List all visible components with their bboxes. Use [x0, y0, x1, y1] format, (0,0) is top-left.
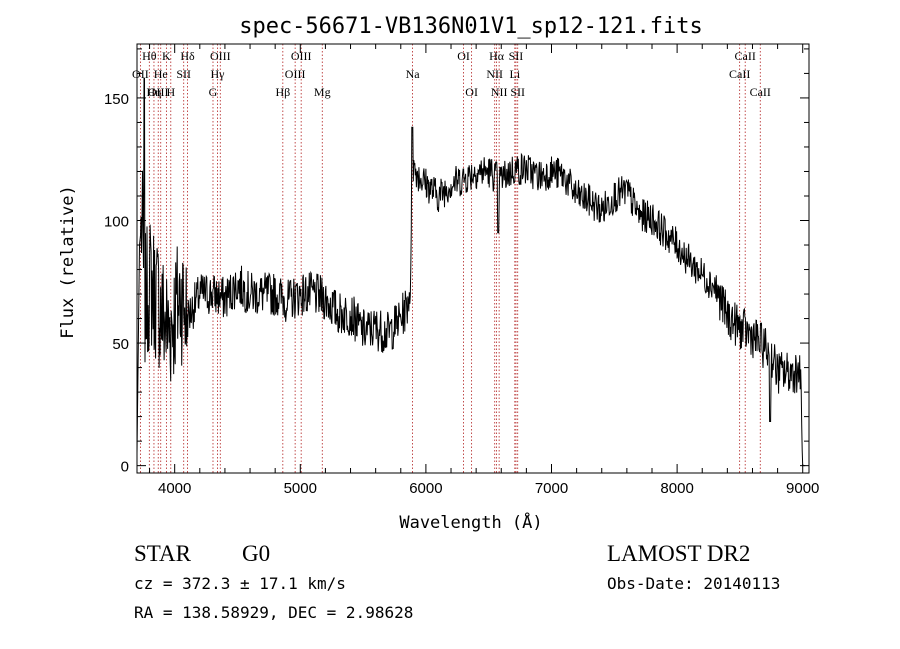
observation-date: Obs-Date: 20140113 [607, 574, 781, 593]
spectral-line-label: SII [510, 85, 525, 99]
y-tick-label: 0 [121, 459, 129, 476]
spectral-line-markers [139, 44, 761, 473]
chart-title: spec-56671-VB136N01V1_sp12-121.fits [239, 14, 703, 39]
spectral-line-label: NII [491, 85, 508, 99]
axis-ticks: 4000 5000 6000 7000 8000 9000 0 50 100 150 [104, 44, 819, 497]
spectral-line-label: Hθ [142, 49, 157, 63]
spectral-line-label: OIII [291, 49, 312, 63]
survey-name: LAMOST DR2 [607, 541, 751, 566]
spectral-line-label: OIII [148, 85, 169, 99]
object-subclass: G0 [242, 541, 271, 566]
spectral-line-label: He [154, 67, 168, 81]
spectral-line-label: SII [176, 67, 191, 81]
spectral-line-label: H [166, 85, 175, 99]
redshift-velocity: cz = 372.3 ± 17.1 km/s [134, 574, 346, 593]
spectral-line-label: Hγ [211, 67, 226, 81]
spectral-line-label: OI [465, 85, 478, 99]
x-tick-label: 4000 [158, 480, 191, 497]
x-tick-label: 7000 [535, 480, 568, 497]
spectral-line-label: Na [406, 67, 421, 81]
y-axis-label: Flux (relative) [58, 185, 78, 339]
spectral-line-label: Hα [489, 49, 505, 63]
spectral-line-label: Hδ [180, 49, 195, 63]
spectral-line-label: CaII [729, 67, 750, 81]
spectral-line-label: Li [509, 67, 520, 81]
coordinates: RA = 138.58929, DEC = 2.98628 [134, 603, 414, 622]
spectral-line-label: K [162, 49, 171, 63]
spectral-line-label: CaII [750, 85, 771, 99]
x-tick-label: 8000 [660, 480, 693, 497]
x-axis-label: Wavelength (Å) [399, 511, 542, 533]
y-tick-label: 100 [104, 214, 129, 231]
spectral-line-label: G [209, 85, 218, 99]
y-tick-label: 50 [112, 336, 129, 353]
spectral-line-label: OII [132, 67, 149, 81]
x-tick-label: 5000 [284, 480, 317, 497]
x-tick-label: 6000 [409, 480, 442, 497]
spectral-line-label: OIII [285, 67, 306, 81]
spectral-line-label: CaII [735, 49, 756, 63]
spectral-line-label: Hη [146, 85, 161, 99]
y-tick-label: 150 [104, 91, 129, 108]
spectral-line-label: Hβ [275, 85, 290, 99]
spectral-line-label: OI [457, 49, 470, 63]
plot-frame [136, 43, 810, 474]
spectral-line-label: Mg [314, 85, 331, 99]
x-tick-label: 9000 [786, 480, 819, 497]
spectrum-line [136, 77, 806, 467]
spectral-line-label: NII [486, 67, 503, 81]
object-class: STAR [134, 541, 191, 566]
spectral-line-label: SII [509, 49, 524, 63]
spectral-line-label: OIII [210, 49, 231, 63]
spectrum-series [136, 77, 806, 467]
